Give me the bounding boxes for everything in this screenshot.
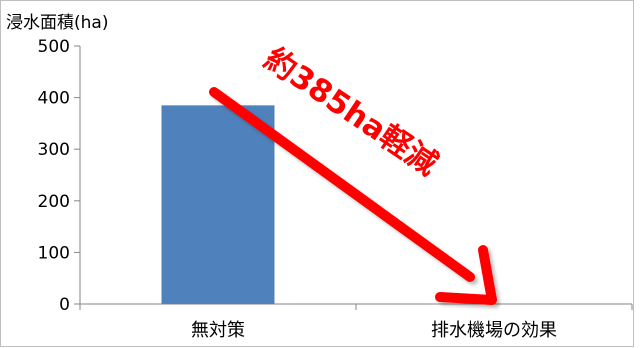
reduction-annotation: 約385ha軽減 (258, 41, 445, 183)
y-tick-label: 400 (38, 89, 70, 109)
bars (161, 105, 275, 304)
y-tick-label: 100 (38, 243, 70, 263)
x-axis-labels: 無対策 排水機場の効果 (191, 320, 557, 341)
reduction-arrow-head (435, 245, 497, 305)
y-axis-label: 浸水面積(ha) (6, 13, 108, 33)
x-tick-label: 排水機場の効果 (431, 320, 557, 341)
y-tick-label: 200 (38, 192, 70, 212)
y-tick-label: 500 (38, 37, 70, 57)
x-tick-label: 無対策 (191, 320, 245, 341)
reduction-arrow (209, 87, 497, 305)
y-tick-label: 0 (59, 295, 70, 315)
y-axis-ticks: 0 100 200 300 400 500 (38, 37, 80, 315)
bar-1 (161, 105, 275, 304)
reduction-arrow-shaft (209, 87, 475, 282)
y-tick-label: 300 (38, 140, 70, 160)
